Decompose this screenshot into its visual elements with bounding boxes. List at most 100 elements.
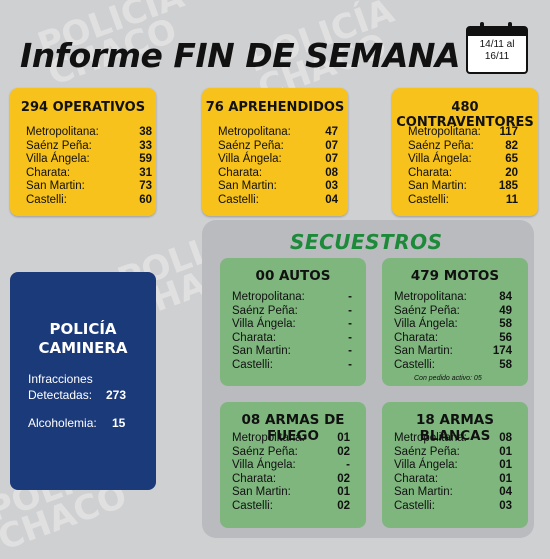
row-label: Castelli: — [394, 500, 435, 514]
row-value: 07 — [325, 153, 338, 167]
row-label: San Martin: — [232, 345, 291, 359]
row-value: 31 — [139, 167, 152, 181]
row-label: Villa Ángela: — [408, 153, 472, 167]
list-item: Villa Ángela: 65 — [408, 153, 518, 167]
armas-fuego-card: 08 ARMAS DE FUEGO Metropolitana: 01 Saénz … — [220, 402, 366, 528]
row-label: Saénz Peña: — [408, 140, 474, 154]
list-item: Charata: 08 — [218, 167, 338, 181]
list-item: Charata: 20 — [408, 167, 518, 181]
row-value: 01 — [499, 459, 512, 473]
row-label: Castelli: — [232, 500, 273, 514]
row-value: 20 — [505, 167, 518, 181]
row-label: Charata: — [232, 332, 276, 346]
aprehendidos-card: 76 APREHENDIDOS Metropolitana: 47 Saénz Pe… — [202, 88, 348, 216]
autos-card: 00 AUTOS Metropolitana: - Saénz Peña: - Vill… — [220, 258, 366, 386]
row-label: Charata: — [394, 332, 438, 346]
row-value: 65 — [505, 153, 518, 167]
row-value: 01 — [499, 446, 512, 460]
row-label: Castelli: — [408, 194, 449, 208]
row-value: 07 — [325, 140, 338, 154]
list-item: Metropolitana: 01 — [232, 432, 350, 446]
row-value: 117 — [499, 126, 518, 140]
row-value: - — [348, 291, 352, 305]
row-label: Metropolitana: — [218, 126, 291, 140]
list-item: San Martin: - — [232, 345, 352, 359]
list-item: Castelli: 04 — [218, 194, 338, 208]
row-label: Charata: — [394, 473, 438, 487]
list-item: Saénz Peña: - — [232, 305, 352, 319]
row-label: Villa Ángela: — [394, 318, 458, 332]
row-label: San Martin: — [232, 486, 291, 500]
list-item: Metropolitana: - — [232, 291, 352, 305]
list-item: Saénz Peña: 33 — [26, 140, 152, 154]
row-value: 60 — [139, 194, 152, 208]
row-value: 04 — [325, 194, 338, 208]
row-label: Saénz Peña: — [218, 140, 284, 154]
row-label: Charata: — [218, 167, 262, 181]
list-item: Charata: 01 — [394, 473, 512, 487]
list-item: San Martin: 01 — [232, 486, 350, 500]
row-value: 08 — [325, 167, 338, 181]
row-value: 01 — [499, 473, 512, 487]
list-item: Villa Ángela: 58 — [394, 318, 512, 332]
row-label: Villa Ángela: — [394, 459, 458, 473]
list-item: Metropolitana: 84 — [394, 291, 512, 305]
row-label: Castelli: — [394, 359, 435, 373]
policia-caminera-card: POLICÍA CAMINERA Infracciones Detectadas… — [10, 272, 156, 490]
row-label: Metropolitana: — [26, 126, 99, 140]
row-label: Saénz Peña: — [394, 446, 460, 460]
row-value: 33 — [139, 140, 152, 154]
card-title: 294 OPERATIVOS — [10, 100, 156, 115]
row-label: San Martin: — [408, 180, 467, 194]
row-value: 01 — [337, 432, 350, 446]
row-value: 73 — [139, 180, 152, 194]
row-value: 185 — [499, 180, 518, 194]
card-title: 479 MOTOS — [382, 268, 528, 284]
row-value: 82 — [505, 140, 518, 154]
row-value: 59 — [139, 153, 152, 167]
row-label: Metropolitana: — [232, 291, 305, 305]
row-value: 174 — [493, 345, 512, 359]
row-value: 38 — [139, 126, 152, 140]
list-item: Saénz Peña: 49 — [394, 305, 512, 319]
list-item: Metropolitana: 38 — [26, 126, 152, 140]
row-label: San Martin: — [394, 486, 453, 500]
row-value: 02 — [337, 473, 350, 487]
row-value: 08 — [499, 432, 512, 446]
date-range-end: 16/11 — [468, 51, 526, 63]
list-item: Metropolitana: 47 — [218, 126, 338, 140]
armas-blancas-card: 18 ARMAS BLANCAS Metropolitana: 08 Saénz P… — [382, 402, 528, 528]
row-label: San Martin: — [26, 180, 85, 194]
list-item: Charata: - — [232, 332, 352, 346]
row-label: Metropolitana: — [394, 432, 467, 446]
list-item: Saénz Peña: 01 — [394, 446, 512, 460]
list-item: Saénz Peña: 02 — [232, 446, 350, 460]
motos-card: 479 MOTOS Metropolitana: 84 Saénz Peña: 49 V… — [382, 258, 528, 386]
row-label: Villa Ángela: — [26, 153, 90, 167]
alcoholemia-label: Alcoholemia: — [28, 416, 97, 431]
alcoholemia-value: 15 — [112, 416, 125, 430]
row-label: Saénz Peña: — [232, 305, 298, 319]
card-title: 00 AUTOS — [220, 268, 366, 284]
row-label: Metropolitana: — [232, 432, 305, 446]
secuestros-title: SECUESTROS — [290, 230, 443, 254]
row-value: - — [348, 332, 352, 346]
list-item: San Martin: 185 — [408, 180, 518, 194]
list-item: Villa Ángela: - — [232, 459, 350, 473]
row-label: Saénz Peña: — [394, 305, 460, 319]
infracciones-value: 273 — [106, 388, 126, 402]
row-label: Charata: — [408, 167, 452, 181]
list-item: Castelli: 60 — [26, 194, 152, 208]
caminera-title: POLICÍA CAMINERA — [10, 320, 156, 358]
row-value: - — [348, 345, 352, 359]
row-value: 58 — [499, 318, 512, 332]
list-item: Castelli: - — [232, 359, 352, 373]
row-value: 56 — [499, 332, 512, 346]
row-value: 84 — [499, 291, 512, 305]
list-item: Castelli: 02 — [232, 500, 350, 514]
list-item: Villa Ángela: 59 — [26, 153, 152, 167]
operativos-card: 294 OPERATIVOS Metropolitana: 38 Saénz Peñ… — [10, 88, 156, 216]
list-item: San Martin: 04 — [394, 486, 512, 500]
row-value: 49 — [499, 305, 512, 319]
list-item: San Martin: 174 — [394, 345, 512, 359]
